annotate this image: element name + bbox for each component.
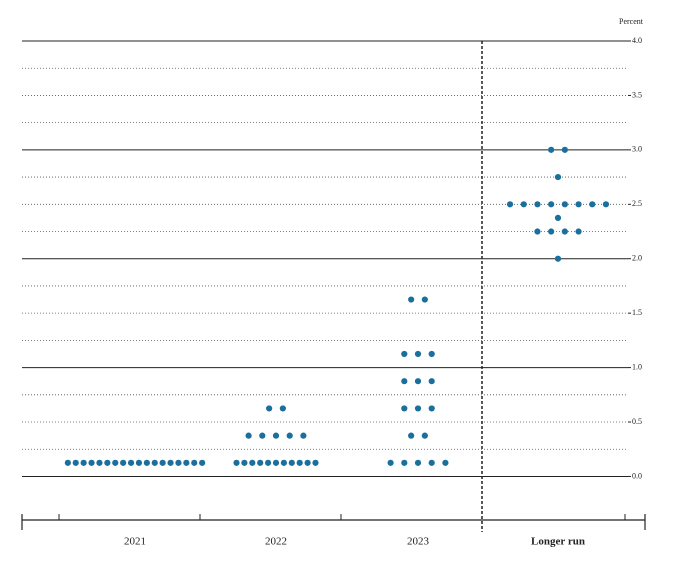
dot xyxy=(151,459,158,466)
dot xyxy=(548,201,555,208)
dot xyxy=(288,459,295,466)
y-tick-label: 1.5 xyxy=(632,308,642,317)
y-tick-label: 0.0 xyxy=(632,471,642,480)
dot xyxy=(414,378,422,385)
unit-label: Percent xyxy=(619,17,644,26)
x-tick-label: Longer run xyxy=(531,536,585,548)
dot xyxy=(265,459,272,466)
dot xyxy=(421,296,428,303)
dot xyxy=(428,378,435,385)
dot xyxy=(401,459,408,466)
dot xyxy=(554,173,562,181)
dot xyxy=(589,201,596,208)
dot xyxy=(561,228,568,235)
dot xyxy=(421,432,428,439)
y-tick-label: 1.0 xyxy=(632,362,642,371)
dot xyxy=(112,459,119,466)
dot xyxy=(120,459,127,466)
dot xyxy=(428,350,435,358)
dot xyxy=(408,296,415,303)
dot xyxy=(266,405,273,412)
dot xyxy=(428,459,435,466)
dot xyxy=(414,350,422,358)
dot xyxy=(143,459,150,466)
dot xyxy=(408,432,415,439)
dot xyxy=(199,459,206,466)
dot xyxy=(279,405,286,412)
dot xyxy=(183,459,190,466)
dot xyxy=(548,146,555,153)
dot xyxy=(249,459,256,466)
dot xyxy=(561,201,568,208)
dot xyxy=(428,405,435,412)
dot xyxy=(280,459,287,466)
dot xyxy=(414,459,422,466)
dot xyxy=(233,459,240,466)
dot xyxy=(80,459,87,466)
dot xyxy=(296,459,303,466)
dot xyxy=(561,146,568,153)
dot xyxy=(506,201,514,208)
dot xyxy=(554,214,562,222)
dot xyxy=(300,432,307,439)
dot xyxy=(401,405,408,412)
dot xyxy=(167,459,174,466)
dot xyxy=(602,201,610,208)
dot xyxy=(127,459,135,466)
dot xyxy=(272,459,280,466)
dot xyxy=(401,378,408,385)
dot xyxy=(554,255,562,262)
x-tick-label: 2021 xyxy=(124,536,146,548)
y-tick-label: 4.0 xyxy=(632,36,642,45)
dot xyxy=(304,459,311,466)
dot xyxy=(575,201,582,208)
dot xyxy=(272,432,280,439)
dot xyxy=(259,432,266,439)
dot xyxy=(257,459,264,466)
dot xyxy=(191,459,198,466)
dot xyxy=(442,459,449,466)
dot xyxy=(175,459,182,466)
x-tick-label: 2023 xyxy=(407,536,430,548)
dot xyxy=(387,459,394,466)
x-tick-label: 2022 xyxy=(265,536,287,548)
y-tick-label: 0.5 xyxy=(632,417,642,426)
dot xyxy=(312,459,319,466)
y-tick-label: 3.5 xyxy=(632,90,642,99)
y-tick-label: 3.0 xyxy=(632,145,642,154)
dot xyxy=(72,459,79,466)
dot xyxy=(401,350,408,358)
dot xyxy=(88,459,95,466)
dot xyxy=(159,459,166,466)
dot xyxy=(96,459,103,466)
dot xyxy=(245,432,252,439)
dot xyxy=(575,228,582,235)
dot xyxy=(534,201,541,208)
dot xyxy=(414,405,422,412)
y-tick-label: 2.0 xyxy=(632,254,642,263)
dot xyxy=(520,201,527,208)
dot xyxy=(548,228,555,235)
dot xyxy=(104,459,111,466)
dot xyxy=(135,459,143,466)
dot xyxy=(241,459,248,466)
y-tick-label: 2.5 xyxy=(632,199,642,208)
dot xyxy=(286,432,293,439)
dot xyxy=(534,228,541,235)
dot xyxy=(64,459,71,466)
